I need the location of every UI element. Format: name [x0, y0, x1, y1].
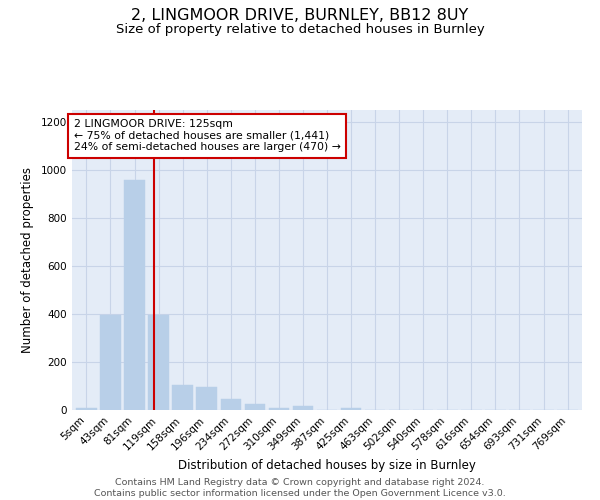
Bar — [148, 315, 169, 410]
Bar — [293, 406, 313, 410]
Bar — [269, 408, 289, 410]
Bar — [172, 385, 193, 410]
Text: 2, LINGMOOR DRIVE, BURNLEY, BB12 8UY: 2, LINGMOOR DRIVE, BURNLEY, BB12 8UY — [131, 8, 469, 22]
Text: Size of property relative to detached houses in Burnley: Size of property relative to detached ho… — [116, 22, 484, 36]
Text: 2 LINGMOOR DRIVE: 125sqm
← 75% of detached houses are smaller (1,441)
24% of sem: 2 LINGMOOR DRIVE: 125sqm ← 75% of detach… — [74, 119, 340, 152]
Y-axis label: Number of detached properties: Number of detached properties — [21, 167, 34, 353]
Bar — [100, 315, 121, 410]
Bar — [196, 387, 217, 410]
Bar — [245, 404, 265, 410]
Text: Contains HM Land Registry data © Crown copyright and database right 2024.
Contai: Contains HM Land Registry data © Crown c… — [94, 478, 506, 498]
X-axis label: Distribution of detached houses by size in Burnley: Distribution of detached houses by size … — [178, 458, 476, 471]
Bar — [221, 399, 241, 410]
Bar — [341, 408, 361, 410]
Bar — [124, 180, 145, 410]
Bar — [76, 408, 97, 410]
